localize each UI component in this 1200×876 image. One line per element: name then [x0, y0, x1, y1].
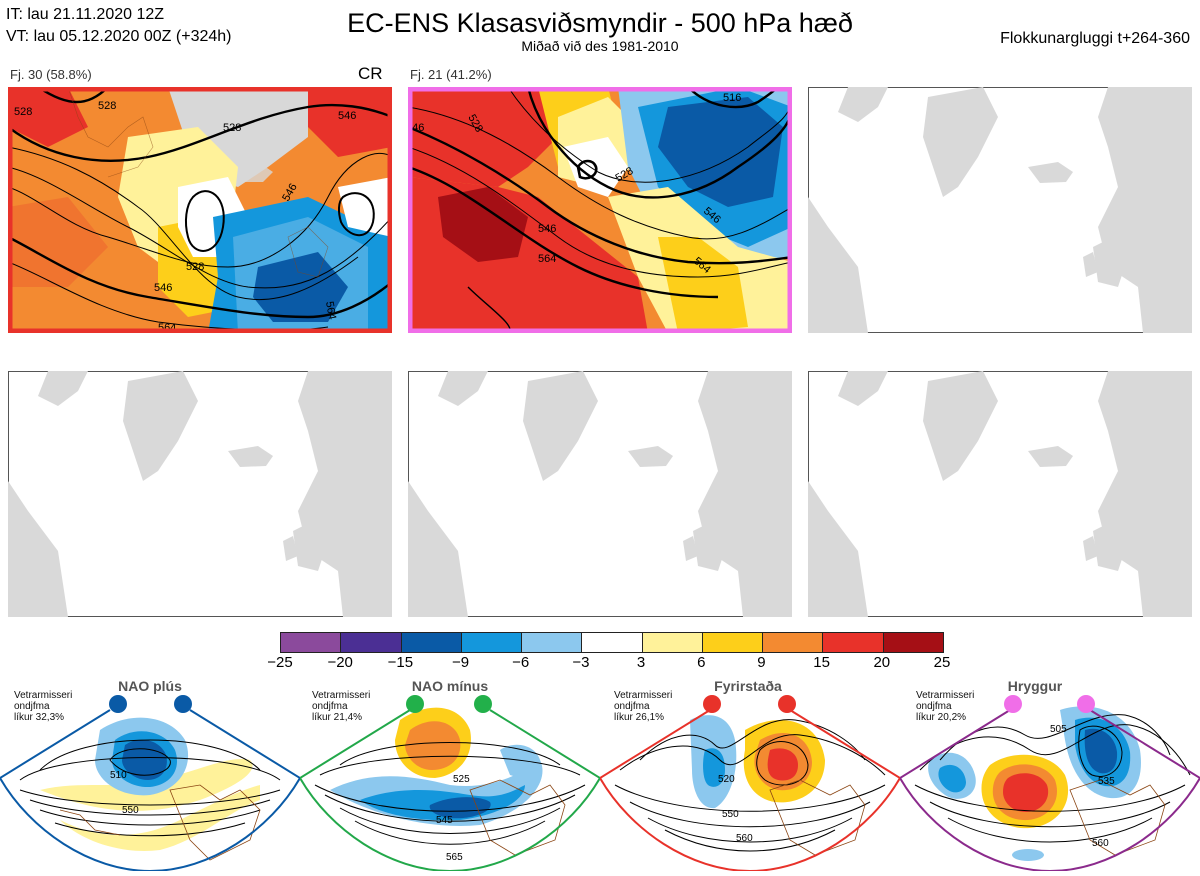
contour-label: 546 — [538, 223, 556, 235]
colorbar-tick-label: 20 — [873, 654, 891, 671]
colorbar-tick-label: −9 — [451, 654, 470, 671]
colorbar-swatch — [823, 633, 884, 652]
regime-1-note: Vetrarmisseri ondjfma líkur 32,3% — [14, 690, 72, 723]
regime-note-line: líkur 32,3% — [14, 712, 65, 723]
contour-label: 564 — [158, 322, 176, 333]
colorbar-tick-label: 9 — [757, 654, 766, 671]
colorbar-swatch — [522, 633, 583, 652]
colorbar-ticks: −25 −20 −15 −9 −6 −3 3 6 9 15 20 25 — [267, 654, 950, 672]
cluster-2-label: Fj. 21 (41.2%) — [410, 67, 492, 82]
page-subtitle: Miðað við des 1981-2010 — [521, 38, 679, 54]
regime-note-line: ondjfma — [14, 701, 50, 712]
contour-label: 546 — [154, 282, 172, 294]
regime-3-title: Fyrirstaða — [714, 678, 782, 694]
colorbar-swatch — [461, 633, 523, 652]
colorbar-tick-label: −25 — [267, 654, 293, 671]
regime-note-line: ondjfma — [916, 701, 952, 712]
regime-note-line: líkur 26,1% — [614, 712, 665, 723]
contour-label: 528 — [223, 122, 241, 134]
contour-label: 528 — [98, 100, 116, 112]
colorbar-swatch — [702, 633, 764, 652]
colorbar-tick-label: 15 — [813, 654, 830, 671]
contour-label: 545 — [436, 815, 453, 826]
regime-marker — [406, 695, 424, 713]
colorbar-swatch — [642, 633, 703, 652]
valid-time: VT: lau 05.12.2020 00Z (+324h) — [6, 28, 232, 45]
colorbar-tick-label: −6 — [512, 654, 530, 671]
regime-note-line: ondjfma — [312, 701, 348, 712]
regime-2-note: Vetrarmisseri ondjfma líkur 21,4% — [312, 690, 370, 723]
empty-map-5 — [408, 371, 792, 617]
regime-4-title: Hryggur — [1007, 678, 1063, 694]
empty-map-4 — [8, 371, 392, 617]
cluster-1-frame — [8, 87, 392, 333]
regime-marker — [1004, 695, 1022, 713]
contour-label: 564 — [323, 300, 338, 320]
colorbar-tick-label: −20 — [327, 654, 353, 671]
contour-label: 525 — [453, 774, 470, 785]
regime-marker — [703, 695, 721, 713]
regime-marker — [109, 695, 127, 713]
contour-label: 550 — [122, 805, 139, 816]
contour-label: 565 — [446, 852, 463, 863]
contour-label: 535 — [1098, 776, 1115, 787]
colorbar-tick-label: 25 — [933, 654, 951, 671]
colorbar-tick-label: −3 — [572, 654, 590, 671]
contour-label: 510 — [110, 770, 127, 781]
regime-marker — [778, 695, 796, 713]
classification-window: Flokkunargluggi t+264-360 — [1000, 30, 1190, 47]
contour-label: 560 — [736, 833, 753, 844]
contour-label: 528 — [14, 106, 32, 118]
contour-label: 550 — [722, 809, 739, 820]
cluster-1-label: Fj. 30 (58.8%) — [10, 67, 92, 82]
empty-map-3 — [808, 87, 1192, 333]
regime-note-line: ondjfma — [614, 701, 650, 712]
contour-label: 505 — [1050, 724, 1067, 735]
regime-note-line: líkur 20,2% — [916, 712, 967, 723]
contour-label: 564 — [538, 253, 556, 265]
regime-marker — [174, 695, 192, 713]
regime-2-title: NAO mínus — [411, 678, 489, 694]
header-info: IT: lau 21.11.2020 12Z VT: lau 05.12.202… — [6, 4, 232, 48]
regime-map-ridge: 505 535 560 — [899, 690, 1200, 873]
colorbar-swatch — [582, 633, 643, 652]
regime-note-line: Vetrarmisseri — [916, 690, 975, 701]
cluster-1-tag: CR — [358, 64, 383, 83]
colorbar-swatch — [341, 633, 402, 652]
empty-map-6 — [808, 371, 1192, 617]
init-time: IT: lau 21.11.2020 12Z — [6, 6, 165, 23]
regime-note-line: líkur 21,4% — [312, 712, 363, 723]
colorbar-swatch — [883, 633, 943, 652]
cluster-2-frame — [408, 87, 792, 333]
cluster-map-2: 546 528 528 546 564 564 546 516 — [408, 87, 792, 333]
colorbar-swatch — [281, 633, 342, 652]
regime-note-line: Vetrarmisseri — [614, 690, 673, 701]
colorbar-tick-label: 6 — [697, 654, 706, 671]
regime-marker — [474, 695, 492, 713]
regime-map-nao-minus: 525 545 565 — [299, 690, 602, 873]
regime-4-note: Vetrarmisseri ondjfma líkur 20,2% — [916, 690, 974, 723]
regime-note-line: Vetrarmisseri — [14, 690, 73, 701]
colorbar-tick-label: −15 — [387, 654, 414, 671]
regime-marker — [1077, 695, 1095, 713]
contour-label: 560 — [1092, 838, 1109, 849]
contour-label: 528 — [186, 261, 204, 273]
contour-label: 520 — [718, 774, 735, 785]
contour-label: 516 — [723, 92, 741, 104]
colorbar-tick-label: 3 — [636, 654, 646, 671]
contour-label: 546 — [338, 110, 356, 122]
page-title: EC-ENS Klasasviðsmyndir - 500 hPa hæð — [347, 8, 853, 38]
colorbar-swatch — [763, 633, 824, 652]
regime-map-nao-plus: 510 550 — [0, 690, 302, 873]
regime-map-blocking: 520 550 560 — [599, 690, 902, 873]
colorbar — [280, 632, 944, 653]
regime-note-line: Vetrarmisseri — [312, 690, 371, 701]
cluster-map-1: 528 528 528 546 546 528 546 564 564 — [8, 87, 392, 333]
regime-1-title: NAO plús — [118, 678, 182, 694]
regime-3-note: Vetrarmisseri ondjfma líkur 26,1% — [614, 690, 672, 723]
colorbar-swatch — [401, 633, 462, 652]
